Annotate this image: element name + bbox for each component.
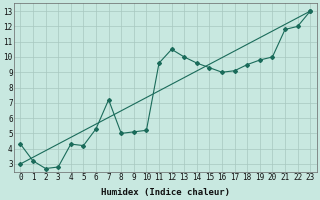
X-axis label: Humidex (Indice chaleur): Humidex (Indice chaleur): [101, 188, 230, 197]
